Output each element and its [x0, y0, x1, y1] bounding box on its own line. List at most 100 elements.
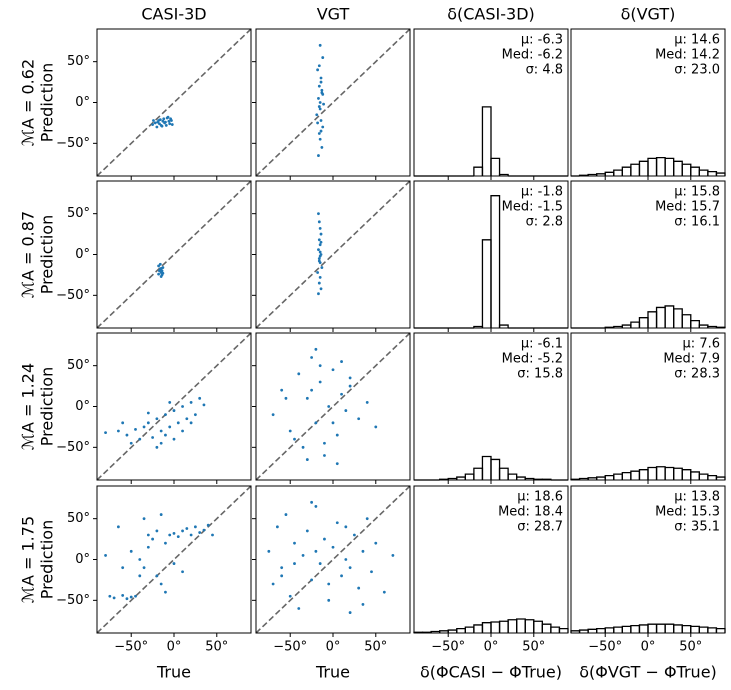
- panel-frame: [255, 485, 411, 634]
- point: [159, 429, 163, 433]
- x-tick-label: 50°: [364, 640, 387, 655]
- point: [271, 582, 275, 586]
- point: [185, 417, 189, 421]
- point: [297, 372, 301, 376]
- histogram-bin: [473, 624, 484, 633]
- panel-frame: [413, 485, 569, 634]
- x-axis-label: δ(ΦVGT − ΦTrue): [579, 663, 717, 682]
- point: [151, 436, 155, 439]
- point: [108, 594, 112, 598]
- histogram-bin: [630, 163, 641, 176]
- histogram-bin: [613, 169, 623, 176]
- histogram-bin: [533, 620, 543, 633]
- x-tick-label: 50°: [205, 640, 228, 655]
- histogram-bin: [621, 472, 632, 480]
- histogram-bin: [473, 166, 484, 176]
- panel-frame: [96, 180, 252, 329]
- point: [158, 118, 162, 122]
- point: [323, 454, 326, 457]
- point: [202, 528, 206, 532]
- point: [318, 380, 322, 384]
- point: [151, 537, 155, 541]
- histogram-bin: [490, 621, 501, 633]
- panel-frame: [413, 180, 569, 329]
- histogram-bin: [630, 625, 641, 633]
- y-axis-label: ℳA = 0.62: [19, 59, 38, 146]
- point: [125, 433, 129, 437]
- point: [293, 437, 296, 441]
- point: [293, 541, 296, 545]
- point: [317, 105, 321, 108]
- point: [161, 119, 165, 123]
- y-axis-label: ℳA = 0.87: [19, 211, 38, 298]
- point: [317, 238, 321, 242]
- point: [267, 549, 271, 553]
- histogram-bin: [638, 469, 649, 480]
- point: [121, 566, 125, 570]
- histogram-bin: [507, 619, 518, 633]
- point: [318, 275, 322, 279]
- histogram-bin: [647, 466, 658, 480]
- point: [316, 271, 319, 274]
- point: [138, 437, 142, 441]
- histogram-bin: [647, 623, 658, 633]
- point: [344, 558, 348, 561]
- panel-frame: [96, 28, 252, 177]
- point: [288, 594, 292, 598]
- point: [157, 272, 161, 276]
- stat-annotation: σ: 23.0: [674, 63, 720, 78]
- stat-annotation: Med: 18.4: [498, 505, 563, 520]
- point: [327, 405, 331, 408]
- point: [318, 43, 322, 47]
- point: [331, 421, 335, 425]
- histogram-bin: [681, 163, 692, 176]
- x-tick-label: 0°: [326, 640, 341, 655]
- histogram-bin: [456, 627, 466, 633]
- point: [193, 413, 197, 417]
- diagonal: [255, 485, 411, 634]
- point: [331, 545, 335, 549]
- point: [162, 117, 166, 121]
- point: [315, 113, 319, 117]
- point: [321, 56, 325, 59]
- point: [158, 262, 162, 266]
- point: [189, 401, 193, 404]
- histogram-bin: [673, 308, 683, 328]
- histogram-bin: [638, 624, 649, 633]
- y-axis-label: ℳA = 1.24: [19, 363, 38, 450]
- point: [181, 405, 184, 408]
- panel: [252, 332, 411, 484]
- histogram-bin: [464, 473, 475, 480]
- point: [155, 445, 159, 449]
- histogram-bin: [464, 626, 475, 633]
- point: [319, 76, 323, 80]
- histogram-bin: [698, 626, 709, 633]
- histogram-bin: [498, 173, 509, 176]
- point: [293, 562, 296, 565]
- point: [275, 525, 279, 529]
- point: [168, 401, 172, 404]
- point: [172, 531, 176, 535]
- y-tick-label: 0°: [75, 95, 90, 110]
- point: [104, 554, 107, 557]
- panel-frame: [255, 332, 411, 481]
- point: [161, 271, 165, 275]
- y-tick-label: −50°: [56, 593, 90, 608]
- histogram-bin: [664, 305, 675, 328]
- point: [202, 403, 206, 407]
- diagonal: [255, 28, 411, 177]
- point: [361, 603, 365, 606]
- x-tick-label: 0°: [167, 640, 182, 655]
- point: [164, 590, 167, 594]
- point: [297, 607, 301, 610]
- stat-annotation: Med: 7.9: [663, 352, 720, 367]
- stat-annotation: σ: 28.3: [674, 367, 720, 382]
- point: [331, 368, 335, 372]
- point: [134, 594, 137, 598]
- y-tick-label: 0°: [75, 247, 90, 262]
- diagonal: [96, 332, 252, 481]
- point: [323, 441, 326, 445]
